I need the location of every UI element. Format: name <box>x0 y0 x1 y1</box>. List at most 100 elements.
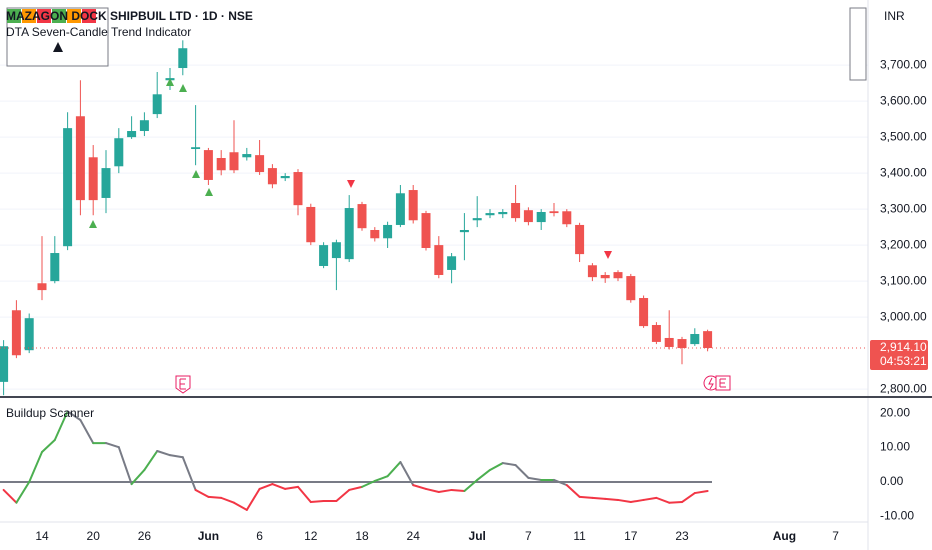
candle-body <box>24 318 34 351</box>
oscillator-segment <box>297 485 312 504</box>
y-tick-label: 3,000.00 <box>880 309 927 323</box>
candle-body <box>511 202 521 219</box>
countdown: 04:53:21 <box>880 354 927 368</box>
x-tick-label: 26 <box>138 529 152 543</box>
indicator-name: Buildup Scanner <box>6 406 94 420</box>
oscillator-segment <box>386 461 402 478</box>
oscillator-segment <box>437 488 453 494</box>
x-tick-label: 7 <box>525 529 532 543</box>
candle-body <box>50 253 60 282</box>
candle-body <box>562 211 572 225</box>
buy-signal <box>179 84 187 92</box>
oscillator-segment <box>693 489 709 495</box>
candle-body <box>306 206 316 243</box>
candle-body <box>229 152 239 171</box>
candle-body <box>395 193 405 225</box>
x-tick-label: 11 <box>573 529 586 543</box>
scale-box[interactable] <box>849 7 867 81</box>
candle-body <box>203 150 213 180</box>
legend-swatch <box>67 9 81 23</box>
legend-swatch <box>82 9 96 23</box>
x-tick-label: 20 <box>87 529 101 543</box>
oscillator-segment <box>463 478 479 492</box>
candle-body <box>280 176 290 179</box>
oscillator-segment <box>476 468 491 481</box>
candle-body <box>370 229 380 239</box>
candle-body <box>664 337 674 347</box>
candle-body <box>626 276 636 301</box>
y-tick-label: 3,300.00 <box>880 201 927 215</box>
candle-body <box>37 283 47 291</box>
grid <box>0 64 868 390</box>
oscillator-segment <box>425 487 440 494</box>
buy-signal <box>166 78 174 86</box>
marks <box>0 40 868 511</box>
legend-arrow <box>53 42 63 52</box>
candle-body <box>383 224 393 239</box>
oscillator-segment <box>450 488 466 492</box>
oscillator-segment <box>361 479 376 488</box>
oscillator-segment <box>169 454 184 459</box>
buy-signal <box>205 188 213 196</box>
y-tick-label: 10.00 <box>880 440 910 454</box>
oscillator-segment <box>399 461 415 487</box>
oscillator-segment <box>309 499 325 504</box>
oscillator-segment <box>565 484 581 498</box>
x-tick-label: 7 <box>832 529 839 543</box>
legend-swatch <box>7 9 21 23</box>
oscillator-segment <box>629 498 645 504</box>
earnings-icon <box>719 378 726 388</box>
y-tick-label: 3,400.00 <box>880 165 927 179</box>
sell-signal <box>347 180 355 188</box>
x-tick-label: Jun <box>198 529 219 543</box>
candle-body <box>75 116 85 201</box>
candle-body <box>690 334 700 345</box>
oscillator-segment <box>284 485 299 490</box>
oscillator-segment <box>617 498 632 504</box>
legend-swatch <box>52 9 66 23</box>
x-tick-label: 17 <box>624 529 638 543</box>
oscillator-segment <box>271 483 287 490</box>
legend-swatch <box>22 9 36 23</box>
oscillator-segment <box>604 497 619 501</box>
candle-body <box>216 158 226 171</box>
buy-signal <box>192 170 200 178</box>
oscillator-segment <box>348 485 363 491</box>
y-tick-label: 3,200.00 <box>880 237 927 251</box>
oscillator-segment <box>66 410 82 421</box>
price-label: 2,914.10 <box>880 340 927 354</box>
oscillator-segment <box>258 483 274 490</box>
candle-body <box>536 211 546 223</box>
symbol-title: MAZAGON DOCK SHIPBUIL LTD · 1D · NSE <box>6 9 253 23</box>
candle-body <box>267 168 277 185</box>
candle-body <box>191 147 201 150</box>
candle-body <box>587 265 597 278</box>
y-tick-label: 2,800.00 <box>880 381 927 395</box>
candle-body <box>11 310 21 356</box>
y-tick-label: -10.00 <box>880 509 914 523</box>
sell-signal <box>604 251 612 259</box>
oscillator-segment <box>2 488 18 504</box>
oscillator-segment <box>553 478 568 487</box>
candle-body <box>293 172 303 206</box>
y-tick-label: 0.00 <box>880 474 904 488</box>
oscillator-segment <box>655 496 671 504</box>
oscillator-segment <box>681 492 696 504</box>
x-tick-label: Jul <box>469 529 486 543</box>
candle-body <box>549 211 559 214</box>
oscillator-segment <box>28 451 43 484</box>
candle-body <box>472 218 482 221</box>
oscillator-segment <box>41 438 56 454</box>
candle-body <box>357 204 367 229</box>
oscillator-segment <box>105 442 120 449</box>
legend-swatch <box>37 9 51 23</box>
buy-signal <box>89 220 97 228</box>
candle-body <box>459 229 469 233</box>
candle-body <box>434 245 444 275</box>
y-tick-label: 3,500.00 <box>880 129 927 143</box>
candle-body <box>331 242 341 259</box>
x-tick-label: Aug <box>773 529 796 543</box>
oscillator-segment <box>489 462 504 471</box>
